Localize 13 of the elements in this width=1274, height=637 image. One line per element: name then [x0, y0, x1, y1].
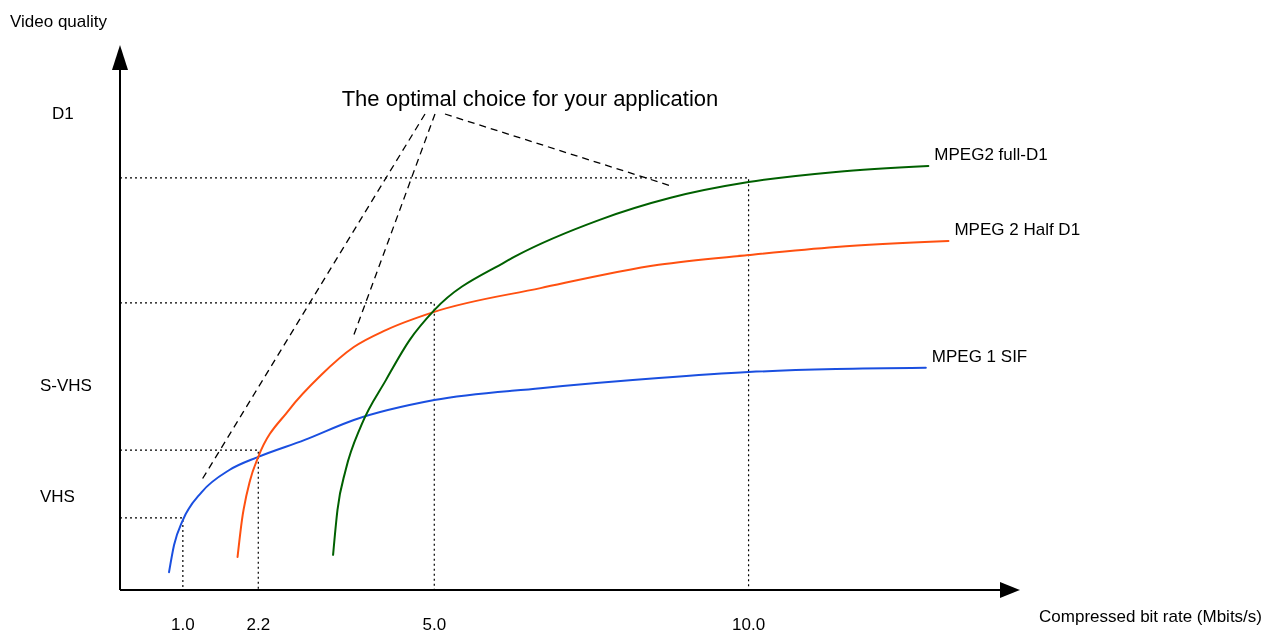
- series-label: MPEG 2 Half D1: [954, 220, 1081, 240]
- x-tick-label: 5.0: [422, 615, 447, 634]
- text: VHS: [40, 487, 75, 506]
- x-tick-label: 10.0: [732, 615, 766, 634]
- x-tick-label: 1.0: [171, 615, 195, 634]
- text: Video quality: [10, 12, 108, 31]
- series-label: MPEG2 full-D1: [934, 145, 1048, 164]
- text: The optimal choice for your application: [341, 86, 719, 111]
- x-axis-title: Compressed bit rate (Mbits/s): [1039, 607, 1262, 626]
- series-label: MPEG 1 SIF: [931, 346, 1028, 366]
- x-tick-label: 2.2: [246, 615, 271, 634]
- text: S-VHS: [40, 376, 92, 395]
- text: D1: [52, 104, 74, 123]
